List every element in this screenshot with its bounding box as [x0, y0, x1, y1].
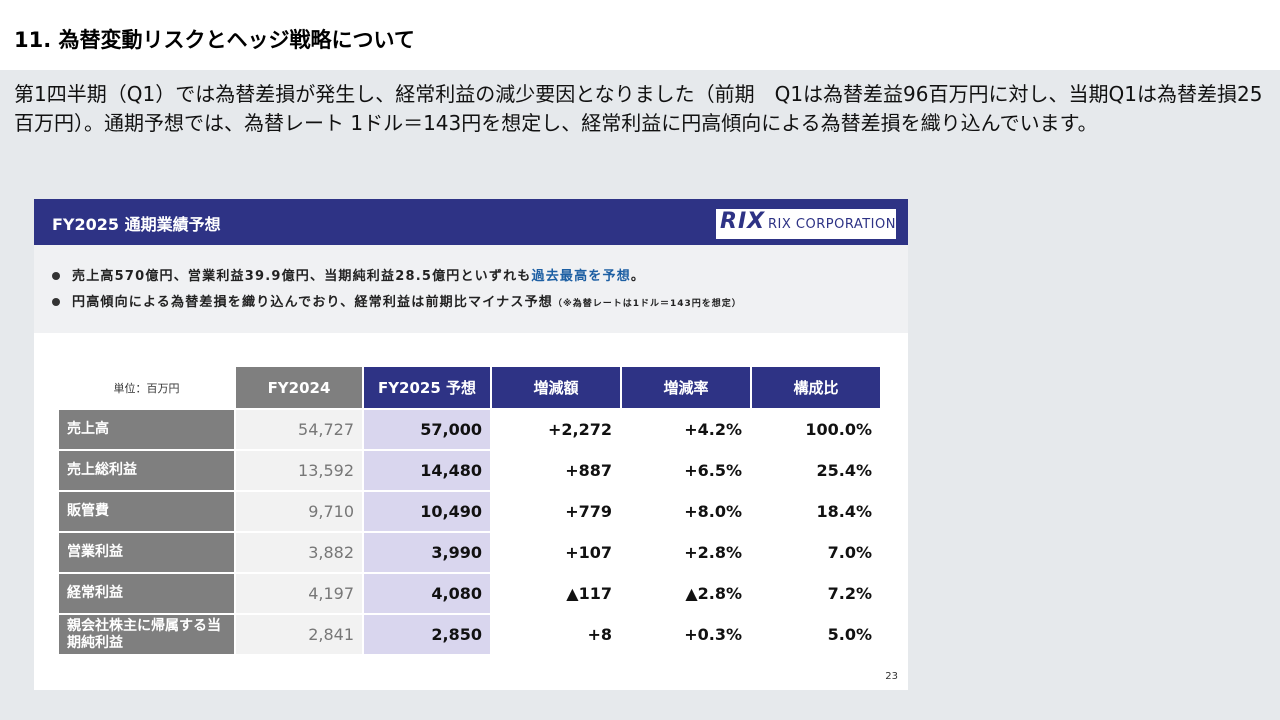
diff-cell: +2,272	[491, 409, 622, 451]
table-row: 売上高 54,727 57,000 +2,272 +4.2% 100.0%	[59, 409, 882, 451]
fy2024-cell: 54,727	[235, 409, 364, 451]
rate-cell: +6.5%	[621, 450, 752, 492]
page-number: 23	[885, 671, 898, 682]
table-row: 経常利益 4,197 4,080 ▲117 ▲2.8% 7.2%	[59, 573, 882, 615]
table-row: 営業利益 3,882 3,990 +107 +2.8% 7.0%	[59, 532, 882, 574]
diff-cell: +107	[491, 532, 622, 574]
logo-text: RIX CORPORATION	[768, 217, 896, 232]
row-label: 販管費	[59, 491, 236, 533]
table-row: 売上総利益 13,592 14,480 +887 +6.5% 25.4%	[59, 450, 882, 492]
ratio-cell: 18.4%	[751, 491, 882, 533]
diff-cell: +779	[491, 491, 622, 533]
table-header-row: 単位：百万円 FY2024 FY2025 予想 増減額 増減率 構成比	[59, 367, 882, 410]
slide-image: FY2025 通期業績予想 RIX RIX CORPORATION 売上高570…	[34, 199, 908, 690]
fy2025-cell: 57,000	[363, 409, 492, 451]
bullet-1-end: 。	[630, 269, 646, 284]
row-label: 売上総利益	[59, 450, 236, 492]
bullet-icon	[52, 271, 60, 280]
title-bar: 11. 為替変動リスクとヘッジ戦略について	[0, 0, 1280, 70]
rate-cell: +8.0%	[621, 491, 752, 533]
column-header: 構成比	[751, 367, 882, 410]
fy2024-cell: 2,841	[235, 614, 364, 656]
row-label: 親会社株主に帰属する当期純利益	[59, 614, 236, 656]
rate-cell: +2.8%	[621, 532, 752, 574]
row-label: 売上高	[59, 409, 236, 451]
column-header: FY2024	[235, 367, 364, 410]
summary-bullet-2: 円高傾向による為替差損を織り込んでおり、経常利益は前期比マイナス予想（※為替レー…	[52, 291, 742, 310]
column-header: 増減額	[491, 367, 622, 410]
ratio-cell: 25.4%	[751, 450, 882, 492]
unit-label: 単位：百万円	[59, 367, 236, 410]
bullet-icon	[52, 297, 60, 306]
bullet-2-text: 円高傾向による為替差損を織り込んでおり、経常利益は前期比マイナス予想	[72, 295, 553, 310]
bullet-1-text: 売上高570億円、営業利益39.9億円、当期純利益28.5億円といずれも	[72, 269, 532, 284]
company-logo: RIX RIX CORPORATION	[716, 209, 896, 239]
column-header: FY2025 予想	[363, 367, 492, 410]
bullet-2-note: （※為替レートは1ドル＝143円を想定）	[552, 299, 742, 309]
rate-cell: ▲2.8%	[621, 573, 752, 615]
logo-mark: RIX	[720, 209, 766, 234]
diff-cell: +887	[491, 450, 622, 492]
ratio-cell: 7.0%	[751, 532, 882, 574]
fy2025-cell: 2,850	[363, 614, 492, 656]
row-label: 経常利益	[59, 573, 236, 615]
slide-header: FY2025 通期業績予想 RIX RIX CORPORATION	[34, 199, 908, 245]
diff-cell: +8	[491, 614, 622, 656]
column-header: 増減率	[621, 367, 752, 410]
table-row: 親会社株主に帰属する当期純利益 2,841 2,850 +8 +0.3% 5.0…	[59, 614, 882, 656]
ratio-cell: 5.0%	[751, 614, 882, 656]
fy2024-cell: 13,592	[235, 450, 364, 492]
summary-bullet-1: 売上高570億円、営業利益39.9億円、当期純利益28.5億円といずれも過去最高…	[52, 265, 645, 284]
table-row: 販管費 9,710 10,490 +779 +8.0% 18.4%	[59, 491, 882, 533]
fy2024-cell: 3,882	[235, 532, 364, 574]
rate-cell: +4.2%	[621, 409, 752, 451]
intro-paragraph: 第1四半期（Q1）では為替差損が発生し、経常利益の減少要因となりました（前期 Q…	[14, 82, 1263, 135]
forecast-table: 単位：百万円 FY2024 FY2025 予想 増減額 増減率 構成比 売上高 …	[59, 367, 882, 656]
rate-cell: +0.3%	[621, 614, 752, 656]
fy2025-cell: 4,080	[363, 573, 492, 615]
page-title: 11. 為替変動リスクとヘッジ戦略について	[14, 28, 415, 52]
row-label: 営業利益	[59, 532, 236, 574]
ratio-cell: 100.0%	[751, 409, 882, 451]
fy2025-cell: 3,990	[363, 532, 492, 574]
fy2025-cell: 10,490	[363, 491, 492, 533]
ratio-cell: 7.2%	[751, 573, 882, 615]
bullet-1-highlight: 過去最高を予想	[531, 269, 631, 284]
slide-title: FY2025 通期業績予想	[52, 215, 221, 234]
fy2025-cell: 14,480	[363, 450, 492, 492]
summary-box: 売上高570億円、営業利益39.9億円、当期純利益28.5億円といずれも過去最高…	[34, 245, 908, 333]
fy2024-cell: 4,197	[235, 573, 364, 615]
diff-cell: ▲117	[491, 573, 622, 615]
fy2024-cell: 9,710	[235, 491, 364, 533]
